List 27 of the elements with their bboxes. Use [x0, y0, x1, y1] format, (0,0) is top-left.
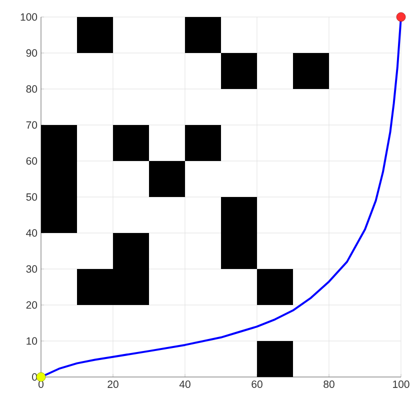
bar [41, 124, 77, 233]
bar [293, 52, 330, 89]
y-tick-label: 80 [26, 85, 38, 93]
x-tick-label: 60 [252, 380, 262, 388]
y-tick-label: 50 [26, 193, 38, 201]
x-tick-label: 80 [324, 380, 334, 388]
bar [185, 16, 222, 53]
y-tick-label: 40 [26, 229, 38, 237]
bar [257, 268, 294, 305]
y-tick-label: 0 [32, 373, 38, 381]
y-tick-label: 30 [26, 265, 38, 273]
bar [221, 52, 258, 89]
bar [257, 341, 294, 377]
bar [113, 124, 150, 161]
bar [149, 160, 186, 197]
y-tick-label: 10 [26, 337, 38, 345]
y-tick-label: 20 [26, 301, 38, 309]
y-tick-label: 70 [26, 121, 38, 129]
x-tick-label: 20 [108, 380, 118, 388]
bar [221, 196, 258, 269]
x-tick-label: 40 [179, 380, 190, 388]
x-tick-label: 100 [393, 380, 410, 388]
y-tick-label: 60 [26, 157, 38, 165]
y-tick-label: 100 [20, 13, 38, 21]
bar [77, 16, 113, 53]
y-tick-label: 90 [26, 49, 38, 57]
bar [185, 124, 222, 161]
